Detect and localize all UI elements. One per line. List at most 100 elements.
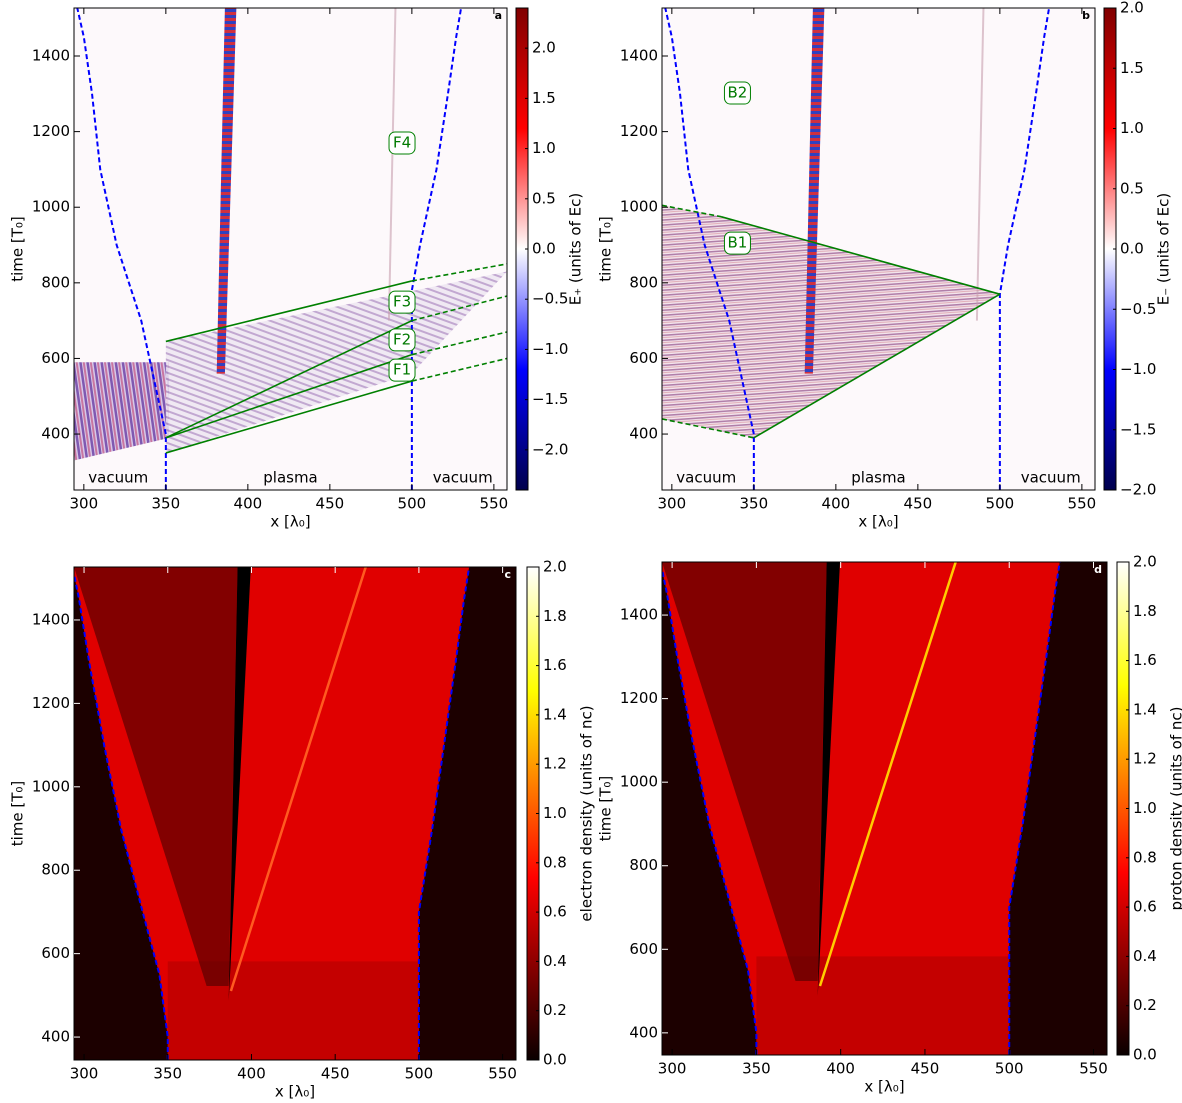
colorbar-tick-label: 1.6 — [1133, 651, 1157, 669]
annotation: vacuum — [1021, 468, 1081, 486]
colorbar-tick-label: 1.8 — [543, 607, 567, 625]
heatmap — [74, 567, 516, 1060]
guide-line — [411, 331, 507, 356]
backscatter — [662, 205, 1000, 438]
colorbar-tick-label: −0.5 — [1120, 300, 1156, 318]
y-tick-label: 1000 — [620, 773, 658, 791]
guide-line — [165, 280, 413, 343]
colorbar-tick-label: 0.6 — [1133, 898, 1157, 916]
colorbar-tick-label: 0.0 — [532, 240, 556, 258]
x-tick-label: 500 — [405, 1065, 434, 1083]
heatmap: B2 B1 vacuum plasma vacuum — [662, 8, 1095, 490]
y-tick-label: 800 — [41, 273, 70, 291]
y-tick-label: 400 — [629, 1023, 658, 1041]
guide-line — [411, 295, 507, 322]
y-axis-label: time [T₀] — [9, 216, 27, 282]
y-tick-label: 1000 — [32, 777, 70, 795]
label-box — [723, 81, 751, 105]
guide-line — [753, 293, 1001, 439]
colorbar-tick-label: 1.5 — [1120, 59, 1144, 77]
label-box — [388, 328, 416, 352]
faint-track — [387, 8, 397, 321]
colorbar-tick-label: 1.4 — [1133, 700, 1157, 718]
cavity — [817, 562, 840, 996]
fast-feature — [818, 562, 957, 987]
y-tick-label: 1400 — [32, 47, 70, 65]
annotation: F4 — [393, 133, 411, 151]
x-tick-label: 350 — [152, 495, 181, 513]
y-tick-label: 800 — [629, 856, 658, 874]
y-tick-label: 800 — [629, 273, 658, 291]
colorbar-tick-label: 1.6 — [543, 656, 567, 674]
x-tick-label: 350 — [153, 1065, 182, 1083]
label-box — [388, 131, 416, 155]
fast-feature — [229, 567, 367, 992]
y-tick-label: 1000 — [620, 198, 658, 216]
colorbar-tick-label: 2.0 — [532, 39, 556, 57]
y-tick-label: 1400 — [32, 610, 70, 628]
colorbar-tick-label: 1.2 — [1133, 750, 1157, 768]
x-tick-label: 400 — [234, 495, 263, 513]
colorbar-tick-label: −1.5 — [532, 390, 568, 408]
colorbar-tick-label: 0.5 — [1120, 179, 1144, 197]
x-tick-label: 450 — [904, 495, 933, 513]
boundary — [417, 567, 471, 1060]
colorbar-tick-label: 1.0 — [532, 139, 556, 157]
annotation: F2 — [393, 330, 411, 348]
colorbar-tick-label: 1.4 — [543, 705, 567, 723]
guide-line — [165, 353, 413, 439]
annotation: vacuum — [88, 468, 148, 486]
colorbar-tick-label: −1.5 — [1120, 420, 1156, 438]
panel-label: b — [1082, 9, 1090, 22]
x-tick-label: 550 — [488, 1065, 517, 1083]
panel-label: a — [495, 9, 502, 22]
colorbar-tick-label: 0.8 — [1133, 848, 1157, 866]
soliton — [804, 8, 825, 374]
boundary — [664, 8, 755, 490]
y-tick-label: 600 — [41, 349, 70, 367]
heatmap: F4 F3 F2 F1 vacuum plasma vacuum — [74, 8, 507, 490]
y-tick-label: 1200 — [32, 694, 70, 712]
x-tick-label: 450 — [911, 1060, 940, 1078]
x-axis-label: x [λ₀] — [275, 1083, 315, 1101]
x-tick-label: 450 — [316, 495, 345, 513]
panel: B2 B1 vacuum plasma vacuum b 300 350 400 450 500 55… — [597, 0, 1173, 531]
frame — [661, 7, 1096, 491]
x-tick-label: 400 — [822, 495, 851, 513]
annotation: B2 — [728, 84, 748, 102]
y-axis-label: time [T₀] — [597, 216, 615, 282]
panel: d 300 350 400 450 500 550 400 600 800 1000 1200 1400… — [597, 553, 1182, 1096]
x-tick-label: 500 — [995, 1060, 1024, 1078]
y-tick-label: 800 — [41, 861, 70, 879]
colorbar-tick-label: −1.0 — [532, 340, 568, 358]
panel: c 300 350 400 450 500 550 400 600 800 1000 1200 1400… — [9, 558, 596, 1101]
colorbar-tick-label: 0.0 — [1120, 240, 1144, 258]
x-tick-label: 550 — [480, 495, 509, 513]
colorbar-tick-label: −0.5 — [532, 290, 568, 308]
y-tick-label: 1400 — [620, 47, 658, 65]
y-tick-label: 1200 — [620, 689, 658, 707]
y-tick-label: 1200 — [32, 122, 70, 140]
colorbar-tick-label: 0.4 — [1133, 947, 1157, 965]
x-tick-label: 500 — [986, 495, 1015, 513]
panel-label: d — [1094, 563, 1102, 576]
colorbar-tick-label: 0.5 — [532, 189, 556, 207]
x-tick-label: 300 — [70, 1065, 99, 1083]
y-tick-label: 600 — [629, 349, 658, 367]
colorbar-tick-label: 0.6 — [543, 903, 567, 921]
colorbar-tick-label: −2.0 — [532, 440, 568, 458]
guide-line — [165, 319, 413, 439]
colorbar-tick-label: 1.2 — [543, 755, 567, 773]
colorbar-tick-label: −2.0 — [1120, 481, 1156, 499]
annotation: plasma — [263, 468, 318, 486]
x-tick-label: 400 — [237, 1065, 266, 1083]
colorbar-label: electron density (units of nc) — [578, 705, 596, 921]
annotation: plasma — [851, 468, 906, 486]
annotation: F3 — [393, 293, 411, 311]
label-box — [388, 358, 416, 382]
y-tick-label: 600 — [41, 944, 70, 962]
label-box — [388, 290, 416, 314]
left-fade — [662, 562, 827, 982]
y-axis-label: time [T₀] — [9, 781, 27, 847]
y-tick-label: 1000 — [32, 198, 70, 216]
